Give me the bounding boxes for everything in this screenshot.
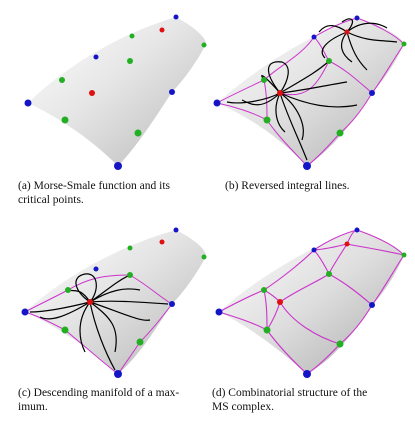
saddle-point [326,271,332,277]
caption-line: imum. [18,401,48,413]
saddle-point [336,129,344,137]
saddle-point [261,287,267,293]
caption-line: (b) Reversed integral lines. [225,180,350,192]
saddle-point [201,254,207,260]
minimum-point [24,99,32,107]
surface [217,18,404,166]
caption-line: critical points. [18,194,84,206]
integral-lines [226,18,398,161]
saddle-point [336,340,344,348]
saddle-point [127,245,133,251]
critical-points [215,227,407,378]
minimum-point [303,162,311,170]
minimum-point [93,54,99,60]
panel-c-figure [0,212,212,387]
panel-a-caption: (a) Morse-Smale function and its critica… [18,179,214,207]
minimum-point [311,247,317,253]
critical-points [21,227,207,378]
maximum-point [87,299,93,305]
minimum-point [369,302,375,308]
maximum-point [277,299,283,305]
maximum-point [159,239,165,245]
saddle-point [134,129,142,137]
caption-line: (d) Combinatorial structure of the [212,387,368,399]
ms-arcs [216,17,405,167]
minimum-point [93,266,99,272]
minimum-point [303,370,311,378]
minimum-point [215,308,223,316]
saddle-point [129,33,135,39]
panel-b-figure [207,0,415,175]
saddle-point [65,287,71,293]
minimum-point [21,308,29,316]
surface [28,17,206,166]
panel-a-figure [0,0,212,175]
saddle-point [136,338,144,346]
saddle-point [261,77,267,83]
maximum-point [89,90,95,96]
panel-b-caption: (b) Reversed integral lines. [225,179,410,193]
saddle-point [61,116,69,124]
saddle-point [61,326,69,334]
minimum-point [169,89,175,95]
saddle-point [59,77,65,83]
saddle-point [201,42,207,48]
caption-line: (a) Morse-Smale function and its [18,180,171,192]
saddle-point [263,116,271,124]
maximum-point [344,241,350,247]
caption-line: MS complex. [212,401,274,413]
minimum-point [311,34,317,40]
saddle-point [127,272,133,278]
saddle-point [127,58,133,64]
panel-d-figure [207,212,415,387]
integral-lines [29,273,169,371]
minimum-point [173,14,179,20]
maximum-point [277,90,283,96]
maximum-point [344,29,350,35]
critical-points [213,15,407,170]
minimum-point [169,301,175,307]
caption-line: (c) Descending manifold of a max- [18,387,180,399]
minimum-point [369,90,375,96]
panel-c-caption: (c) Descending manifold of a max- imum. [18,386,214,414]
minimum-point [114,162,122,170]
maximum-point [159,27,165,33]
saddle-point [401,252,407,258]
minimum-point [173,227,179,233]
saddle-point [326,58,332,64]
saddle-point [263,326,271,334]
panel-d-caption: (d) Combinatorial structure of the MS co… [212,386,408,414]
minimum-point [354,227,360,233]
ms-arcs [218,229,405,375]
saddle-point [401,41,407,47]
surface [25,230,206,374]
surface [219,230,404,374]
critical-points [24,14,207,170]
minimum-point [213,99,221,107]
minimum-point [114,370,122,378]
minimum-point [354,15,360,21]
